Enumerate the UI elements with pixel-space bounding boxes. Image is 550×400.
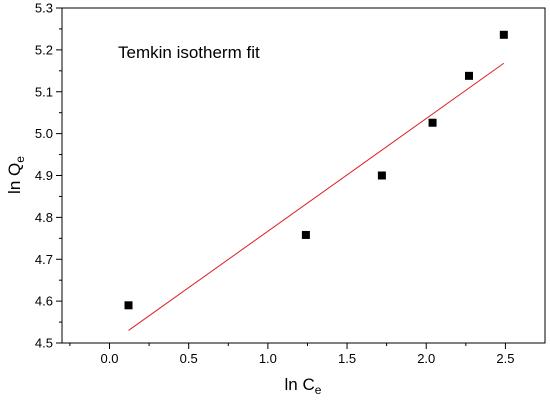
- y-tick-label: 4.9: [35, 168, 53, 183]
- data-point: [499, 30, 508, 39]
- points-layer: [124, 30, 508, 310]
- y-tick-label: 4.5: [35, 336, 53, 351]
- y-tick-label: 5.0: [35, 126, 53, 141]
- y-tick-label: 5.3: [35, 1, 53, 16]
- y-tick-label: 4.8: [35, 210, 53, 225]
- fit-line: [128, 62, 505, 331]
- x-axis-title-subscript: e: [315, 383, 322, 397]
- y-tick-label: 5.1: [35, 84, 53, 99]
- y-tick-label: 4.7: [35, 252, 53, 267]
- x-tick-label: 0.5: [180, 351, 198, 366]
- y-ticks: 4.5 4.6 4.7 4.8 4.9 5.0 5.1 5.2 5.3: [35, 1, 62, 351]
- x-tick-label: 1.0: [259, 351, 277, 366]
- data-point: [464, 71, 473, 80]
- y-tick-label: 4.6: [35, 294, 53, 309]
- data-point: [124, 301, 133, 310]
- data-point: [377, 171, 386, 180]
- x-tick-label: 0.0: [100, 351, 118, 366]
- data-point: [428, 118, 437, 127]
- y-axis-title: ln Qe: [5, 156, 27, 194]
- data-point: [301, 230, 310, 239]
- x-ticks: 0.0 0.5 1.0 1.5 2.0 2.5: [69, 343, 514, 366]
- y-tick-label: 5.2: [35, 42, 53, 57]
- x-tick-label: 2.0: [417, 351, 435, 366]
- x-tick-label: 2.5: [496, 351, 514, 366]
- y-axis-title-subscript: e: [13, 156, 27, 163]
- annotation-text: Temkin isotherm fit: [118, 43, 260, 62]
- fit-layer: [128, 62, 505, 331]
- x-tick-label: 1.5: [338, 351, 356, 366]
- x-axis-title: ln Ce: [285, 375, 322, 397]
